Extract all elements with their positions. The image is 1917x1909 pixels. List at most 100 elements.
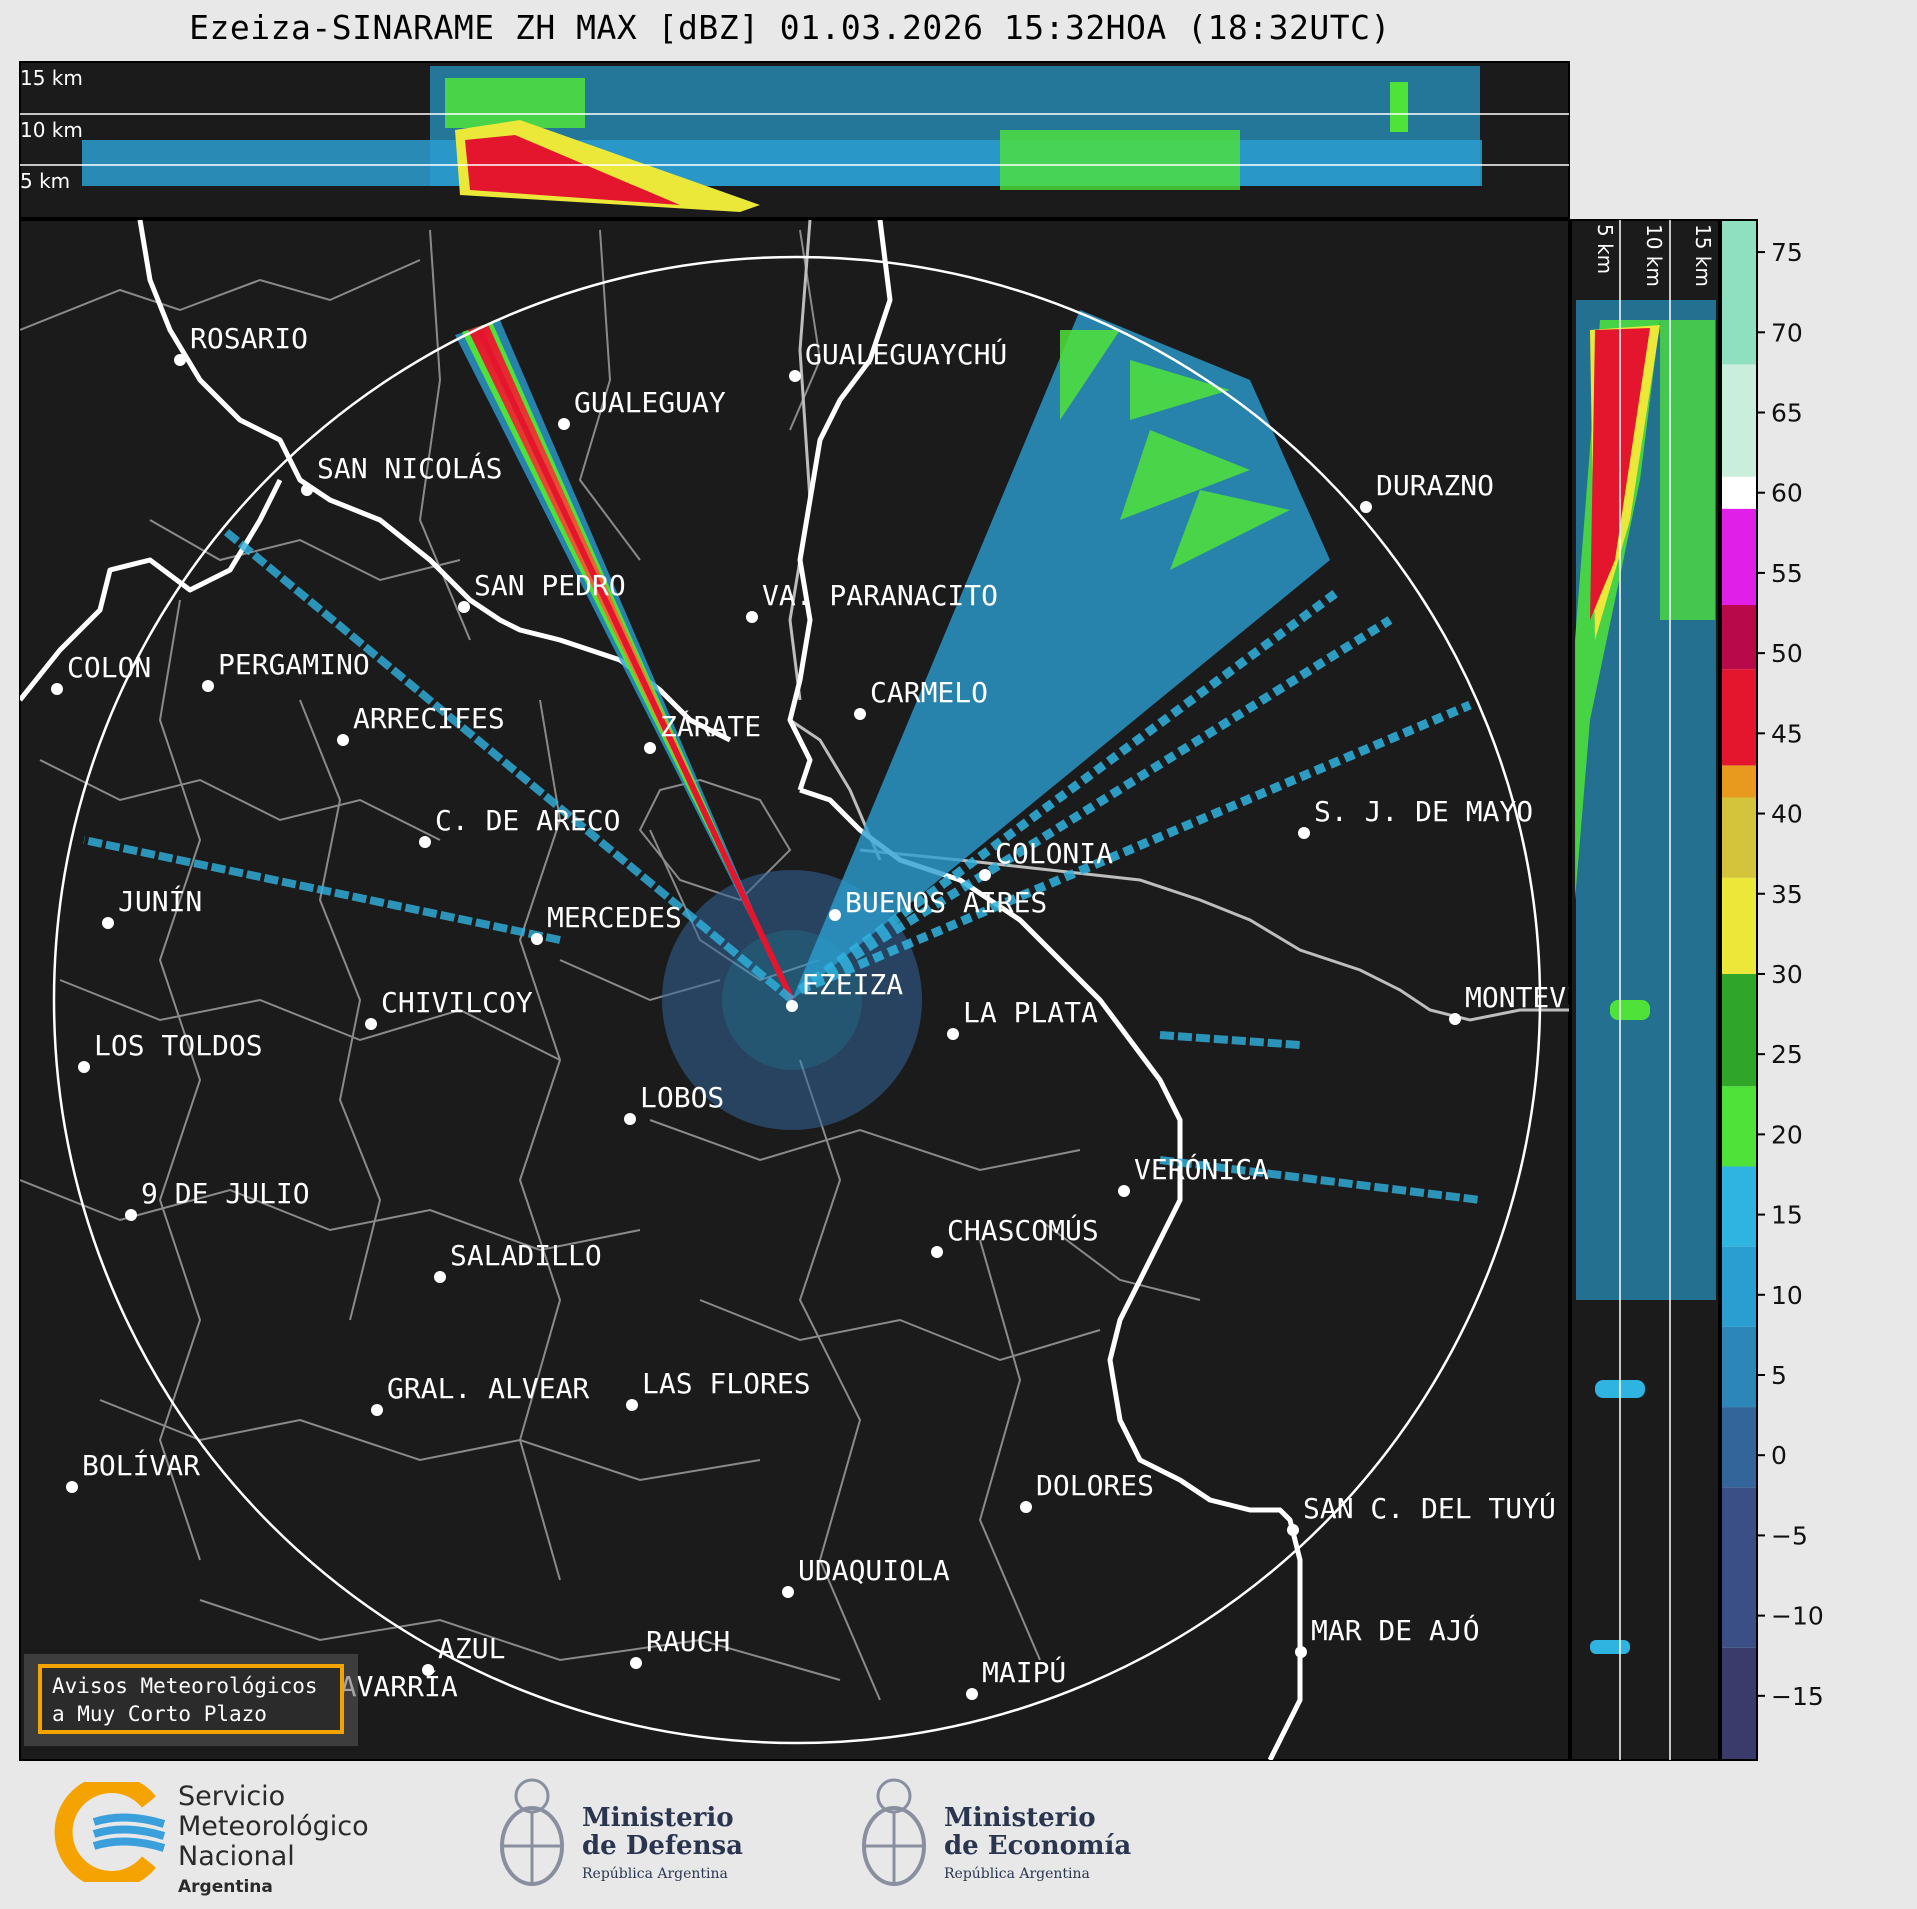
city-marker-colonia: [979, 869, 991, 881]
city-marker-bolivar: [66, 1481, 78, 1493]
colorbar-band: [1721, 1326, 1757, 1408]
city-marker-carmelo: [854, 708, 866, 720]
city-marker-zarate: [644, 742, 656, 754]
city-label-azul: AZUL: [438, 1632, 505, 1665]
city-label-gualeguay: GUALEGUAY: [574, 386, 726, 419]
colorbar-band: [1721, 877, 1757, 974]
city-label-rosario: ROSARIO: [190, 322, 308, 355]
city-marker-maipu: [966, 1688, 978, 1700]
colorbar-tick-label: 55: [1771, 559, 1803, 588]
smn-line2: Meteorológico: [178, 1811, 369, 1842]
defensa-logo-text: Ministerio de Defensa República Argentin…: [582, 1804, 743, 1888]
economia-coat-of-arms-icon: [862, 1778, 926, 1886]
colorbar-tick-label: 5: [1771, 1361, 1787, 1390]
colorbar-band: [1721, 1086, 1757, 1167]
city-marker-las-flores: [626, 1399, 638, 1411]
colorbar-tick-label: −15: [1771, 1682, 1824, 1711]
city-marker-junin: [102, 917, 114, 929]
river-margin: [789, 718, 882, 861]
city-marker-la-plata: [947, 1028, 959, 1040]
city-label-udaquiola: UDAQUIOLA: [798, 1554, 950, 1587]
colorbar-tick-label: 15: [1771, 1201, 1803, 1230]
city-marker-rosario: [174, 354, 186, 366]
city-marker-va-paranacito: [746, 611, 758, 623]
altitude-label-5km: 5 km: [20, 169, 70, 193]
city-label-la-plata: LA PLATA: [963, 996, 1098, 1029]
smn-logo-text: Servicio Meteorológico Nacional Argentin…: [178, 1782, 369, 1902]
smn-logo: [54, 1782, 166, 1882]
colorbar-band: [1721, 765, 1757, 798]
colorbar-band: [1721, 508, 1757, 605]
city-label-las-flores: LAS FLORES: [642, 1367, 811, 1400]
colorbar-frame: [1720, 219, 1758, 1761]
avisos-button[interactable]: Avisos Meteorológicos a Muy Corto Plazo: [38, 1664, 344, 1734]
economia-line2: de Economía: [944, 1831, 1132, 1861]
city-marker-ezeiza: [786, 1000, 798, 1012]
colorbar-tick-label: 35: [1771, 880, 1803, 909]
range-ring: [52, 255, 1542, 1745]
colorbar-band: [1721, 1166, 1757, 1247]
city-marker-san-c-del-tuyu: [1287, 1524, 1299, 1536]
city-marker-gualeguay: [558, 418, 570, 430]
city-label-junin: JUNÍN: [118, 884, 202, 918]
defensa-line3: República Argentina: [582, 1866, 728, 1882]
city-marker-san-nicolas: [301, 484, 313, 496]
city-marker-c-de-areco: [419, 836, 431, 848]
colorbar-tick-label: 20: [1771, 1120, 1803, 1149]
colorbar-band: [1721, 1246, 1757, 1327]
economia-logo-text: Ministerio de Economía República Argenti…: [944, 1804, 1131, 1888]
city-label-gral-alvear: GRAL. ALVEAR: [387, 1372, 589, 1405]
radar-echoes: [83, 310, 1481, 1204]
colorbar-band: [1721, 605, 1757, 670]
city-label-buenos-aires: BUENOS AIRES: [845, 886, 1047, 919]
city-marker-durazno: [1360, 501, 1372, 513]
economia-line3: República Argentina: [944, 1866, 1090, 1882]
colorbar-tick-label: 50: [1771, 639, 1803, 668]
defensa-line2: de Defensa: [582, 1831, 743, 1861]
colorbar-band: [1721, 220, 1757, 365]
colorbar-tick-label: −5: [1771, 1521, 1808, 1550]
avisos-line2: a Muy Corto Plazo: [52, 1702, 267, 1726]
city-label-mercedes: MERCEDES: [547, 901, 682, 934]
map-title: Ezeiza-SINARAME ZH MAX [dBZ] 01.03.2026 …: [189, 8, 1391, 47]
defensa-coat-of-arms-icon: [500, 1778, 564, 1886]
city-marker-azul: [422, 1664, 434, 1676]
city-label-sj-de-mayo: S. J. DE MAYO: [1314, 795, 1533, 828]
city-label-carmelo: CARMELO: [870, 676, 988, 709]
colorbar-tick-label: 40: [1771, 800, 1803, 829]
city-label-colon: COLON: [67, 651, 151, 684]
city-label-rauch: RAUCH: [646, 1625, 730, 1658]
echo-core: [465, 135, 680, 205]
city-label-colonia: COLONIA: [995, 837, 1113, 870]
colorbar-tick-label: 75: [1771, 238, 1803, 267]
echo-band: [1390, 82, 1408, 132]
side-altitude-label-10km: 10 km: [1642, 224, 1666, 287]
city-marker-colon: [51, 683, 63, 695]
city-label-zarate: ZÁRATE: [660, 709, 761, 743]
city-marker-rauch: [630, 1657, 642, 1669]
smn-line4: Argentina: [178, 1877, 273, 1897]
city-marker-pergamino: [202, 680, 214, 692]
city-label-durazno: DURAZNO: [1376, 469, 1494, 502]
colorbar-tick-label: 65: [1771, 399, 1803, 428]
city-label-chivilcoy: CHIVILCOY: [381, 986, 533, 1019]
city-marker-9-de-julio: [125, 1209, 137, 1221]
city-label-san-c-del-tuyu: SAN C. DEL TUYÚ: [1303, 1491, 1556, 1525]
colorbar-band: [1721, 364, 1757, 477]
uruguay-coast: [859, 848, 1569, 1022]
side-altitude-label-5km: 5 km: [1593, 224, 1617, 274]
city-label-lobos: LOBOS: [640, 1081, 724, 1114]
colorbar-band: [1721, 797, 1757, 878]
city-marker-gualeguaychu: [789, 370, 801, 382]
city-marker-mar-de-ajo: [1295, 1646, 1307, 1658]
city-marker-mercedes: [531, 933, 543, 945]
side-profile-panel: 5 km 10 km 15 km: [1570, 219, 1720, 1761]
city-marker-montevideo: [1449, 1013, 1461, 1025]
city-label-arrecifes: ARRECIFES: [353, 702, 505, 735]
city-marker-san-pedro: [458, 601, 470, 613]
city-label-los-toldos: LOS TOLDOS: [94, 1029, 263, 1062]
city-marker-chivilcoy: [365, 1018, 377, 1030]
colorbar-band: [1721, 1647, 1757, 1760]
